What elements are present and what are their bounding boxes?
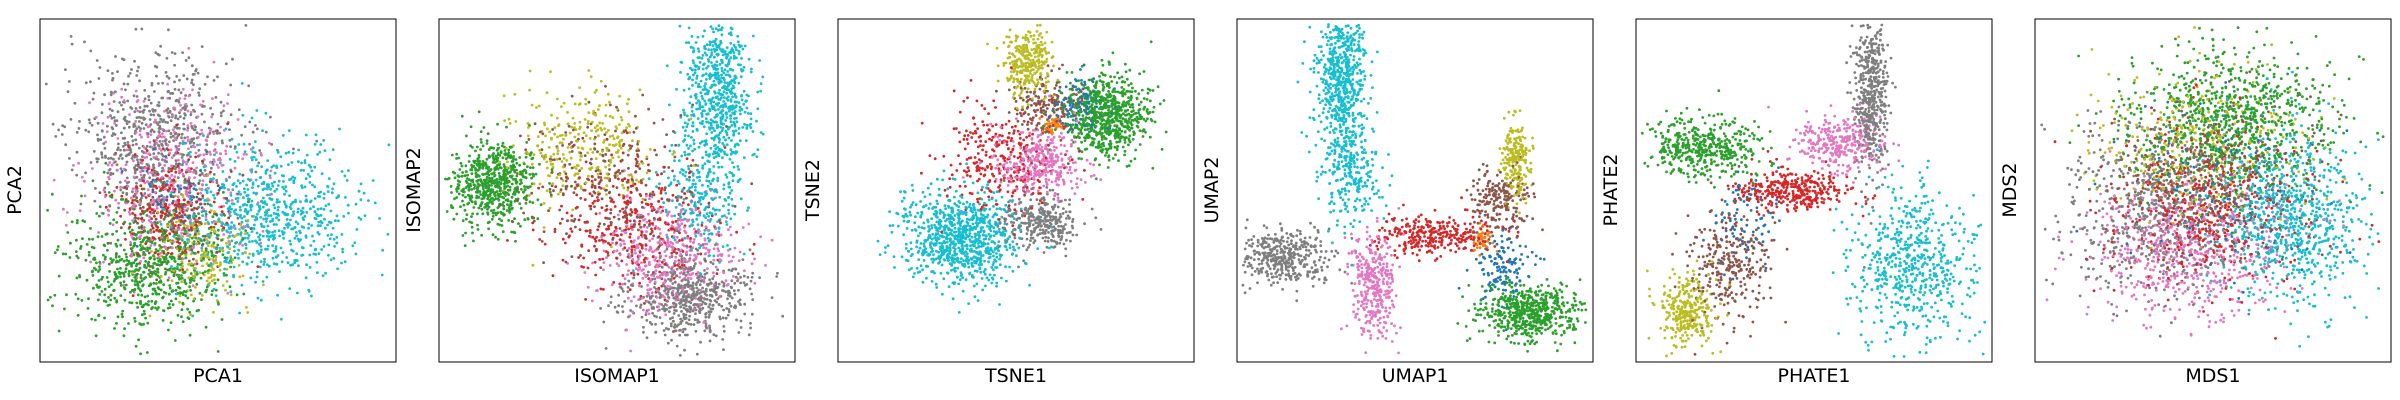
scatter-point <box>72 164 75 167</box>
scatter-point <box>347 211 350 215</box>
scatter-point <box>176 117 180 121</box>
scatter-point <box>152 281 156 285</box>
scatter-point <box>149 113 153 117</box>
scatter-point <box>64 143 68 147</box>
scatter-point <box>273 229 277 233</box>
scatter-point <box>198 143 202 147</box>
scatter-point <box>313 165 317 169</box>
scatter-point <box>160 135 164 139</box>
scatter-point <box>158 120 161 124</box>
scatter-point <box>228 157 232 161</box>
scatter-point <box>243 236 247 240</box>
scatter-point <box>129 243 133 247</box>
scatter-point <box>81 237 84 241</box>
scatter-point <box>255 127 259 131</box>
scatter-point <box>124 179 127 183</box>
scatter-point <box>111 172 115 176</box>
scatter-point <box>275 200 279 204</box>
scatter-point <box>237 143 241 146</box>
scatter-point <box>86 307 90 310</box>
scatter-point <box>197 148 201 152</box>
scatter-points <box>44 24 391 356</box>
scatter-point <box>233 256 237 260</box>
scatter-point <box>89 260 92 264</box>
scatter-point <box>171 128 175 132</box>
scatter-point <box>172 154 176 157</box>
scatter-point <box>134 138 138 142</box>
scatter-point <box>161 158 164 162</box>
scatter-point <box>243 125 247 129</box>
scatter-point <box>90 317 94 321</box>
scatter-point <box>330 191 334 195</box>
scatter-point <box>102 253 105 257</box>
scatter-point <box>242 142 246 146</box>
scatter-point <box>229 191 233 195</box>
scatter-point <box>183 209 187 212</box>
scatter-point <box>136 293 140 297</box>
scatter-point <box>178 241 182 245</box>
scatter-point <box>149 275 152 278</box>
scatter-point <box>130 68 133 71</box>
scatter-point <box>264 213 267 217</box>
scatter-point <box>77 126 81 130</box>
scatter-point <box>186 160 190 164</box>
scatter-point <box>166 96 170 100</box>
scatter-point <box>320 248 323 251</box>
scatter-point <box>100 290 104 293</box>
scatter-point <box>277 229 281 233</box>
scatter-point <box>203 202 207 206</box>
scatter-point <box>284 151 288 155</box>
scatter-point <box>222 191 225 194</box>
scatter-point <box>106 115 110 119</box>
scatter-point <box>257 252 261 256</box>
scatter-point <box>203 169 207 172</box>
scatter-point <box>250 230 254 234</box>
scatter-point <box>129 290 132 294</box>
scatter-point <box>277 218 281 222</box>
scatter-point <box>136 109 140 113</box>
scatter-point <box>307 163 311 167</box>
scatter-point <box>120 194 124 198</box>
